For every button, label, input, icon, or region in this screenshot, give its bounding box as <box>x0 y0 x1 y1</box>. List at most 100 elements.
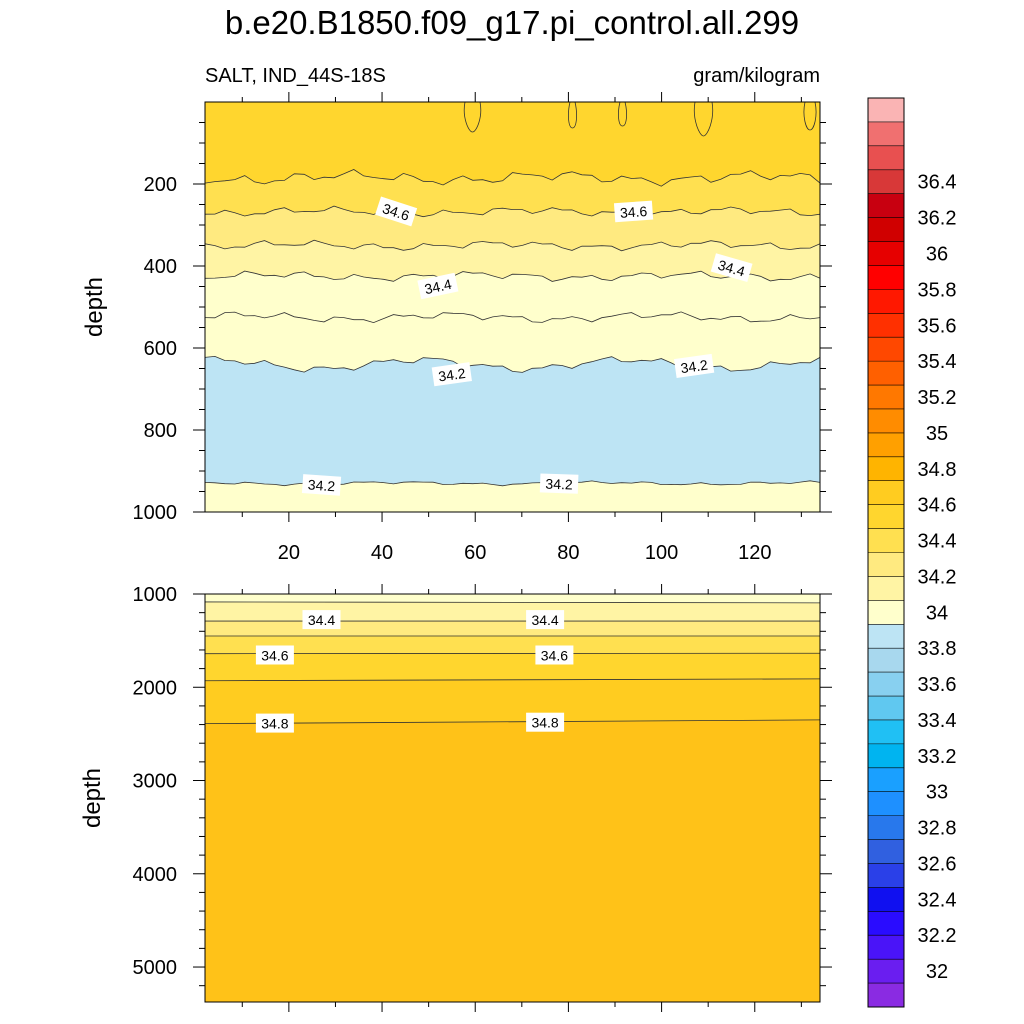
left-subtitle: SALT, IND_44S-18S <box>205 65 386 87</box>
lower-contour-line <box>204 601 821 604</box>
contour-label: 34.4 <box>417 272 459 300</box>
y-tick-label: 4000 <box>133 864 178 886</box>
colorbar-label: 32.4 <box>918 889 957 911</box>
upper-contour-labels: 34.6 34.6 34.4 34.4 34.2 34.2 34.2 34.2 <box>301 196 753 496</box>
colorbar-swatch <box>868 911 904 936</box>
x-tick-label: 60 <box>464 542 486 564</box>
y-tick-label: 200 <box>144 174 177 196</box>
upper-axis-ticks: 20 40 60 80 100 120 200 400 600 800 1000 <box>133 92 832 564</box>
x-tick-label: 20 <box>278 542 300 564</box>
colorbar-swatch <box>868 959 904 984</box>
contour-label-text: 34.4 <box>716 257 747 280</box>
contour-label-text: 34.4 <box>308 612 335 628</box>
colorbar-label: 33.8 <box>918 638 957 660</box>
contour-label-box <box>539 473 579 494</box>
contour-label-text: 34.2 <box>307 476 336 494</box>
y-tick-label: 400 <box>144 256 177 278</box>
contour-label-box <box>526 712 565 732</box>
colorbar-label: 36.4 <box>918 172 957 194</box>
contour-label: 34.8 <box>255 713 294 733</box>
colorbar-swatch <box>868 169 904 194</box>
colorbar-swatch <box>868 193 904 218</box>
contour-label-box <box>255 645 294 665</box>
upper-filled-contours <box>204 101 821 513</box>
colorbar-swatch <box>868 648 904 673</box>
lower-plot-frame <box>204 593 821 1003</box>
colorbar-label: 34 <box>926 602 948 624</box>
colorbar-swatch <box>868 98 904 123</box>
lower-contour-band <box>204 601 821 622</box>
lower-contour-band <box>204 635 821 654</box>
contour-label-text: 34.2 <box>680 357 709 377</box>
colorbar-label: 32.6 <box>918 854 957 876</box>
right-subtitle: gram/kilogram <box>693 65 820 87</box>
colorbar-frame <box>867 97 905 1008</box>
y-tick-label: 2000 <box>133 677 178 699</box>
colorbar-label: 32.2 <box>918 925 957 947</box>
upper-contour-band <box>204 356 821 487</box>
colorbar-swatch <box>868 552 904 577</box>
colorbar-label: 33.6 <box>918 674 957 696</box>
colorbar-swatch <box>868 624 904 649</box>
colorbar-swatch <box>868 217 904 242</box>
colorbar-swatch <box>868 456 904 482</box>
colorbar-swatch <box>868 743 904 769</box>
lower-contour-band <box>204 620 821 637</box>
upper-contour-line <box>204 270 821 282</box>
colorbar-swatch <box>868 265 904 290</box>
y-tick-label: 600 <box>144 338 177 360</box>
colorbar-swatch <box>868 289 904 314</box>
colorbar-swatch <box>868 863 904 888</box>
lower-contour-band <box>204 652 821 682</box>
colorbar-swatch <box>868 600 904 625</box>
y-tick-label: 3000 <box>133 771 178 793</box>
contour-label-box <box>301 474 342 496</box>
colorbar-swatch <box>868 672 904 697</box>
lower-axis-ticks: 1000 2000 3000 4000 5000 <box>133 584 832 1012</box>
contour-label: 34.4 <box>302 610 341 630</box>
colorbar-label: 35.6 <box>918 315 957 337</box>
colorbar-swatch <box>868 935 904 960</box>
colorbar-swatch <box>868 983 904 1008</box>
contour-label-text: 34.2 <box>437 365 466 385</box>
lower-contour-band <box>204 593 821 604</box>
contour-label-text: 34.2 <box>545 476 573 493</box>
colorbar-swatch <box>868 313 904 338</box>
lower-contour-labels: 34.4 34.4 34.6 34.6 34.8 34.8 <box>255 610 574 733</box>
x-tick-label: 40 <box>371 542 393 564</box>
lower-contour-band <box>204 719 821 1003</box>
figure-title: b.e20.B1850.f09_g17.pi_control.all.299 <box>225 4 799 41</box>
contour-label-text: 34.8 <box>261 716 288 732</box>
contour-label: 34.6 <box>375 196 418 227</box>
contour-label-box <box>710 253 753 282</box>
upper-contour-line <box>204 239 821 252</box>
contour-label: 34.2 <box>673 353 715 378</box>
colorbar-swatch <box>868 696 904 721</box>
colorbar-label: 33.2 <box>918 746 957 768</box>
upper-contour-line <box>204 169 821 187</box>
x-tick-label: 80 <box>557 542 579 564</box>
contour-label-text: 34.4 <box>423 276 453 297</box>
upper-contour-band <box>204 311 821 373</box>
colorbar-swatch <box>868 504 904 529</box>
colorbar-label: 35 <box>926 423 948 445</box>
colorbar-label: 33.4 <box>918 710 957 732</box>
contour-label: 34.2 <box>431 362 472 387</box>
colorbar-swatch <box>868 432 904 458</box>
colorbar-swatch <box>868 145 904 171</box>
colorbar-swatch <box>868 839 904 864</box>
colorbar-swatch <box>868 408 904 434</box>
colorbar-swatch <box>868 791 904 816</box>
lower-contour-line <box>204 678 821 682</box>
colorbar: 32 32.2 32.4 32.6 32.8 33 33.2 33.4 33.6 33.8 34 34… <box>867 97 957 1008</box>
x-tick-label: 120 <box>738 542 771 564</box>
colorbar-label: 33 <box>926 782 948 804</box>
colorbar-swatch <box>868 767 904 793</box>
colorbar-swatch <box>868 361 904 386</box>
contour-label-text: 34.6 <box>619 203 648 221</box>
upper-contour-line <box>204 311 821 324</box>
contour-label-box <box>417 272 459 300</box>
colorbar-swatch <box>868 121 904 147</box>
contour-label-box <box>673 353 715 378</box>
